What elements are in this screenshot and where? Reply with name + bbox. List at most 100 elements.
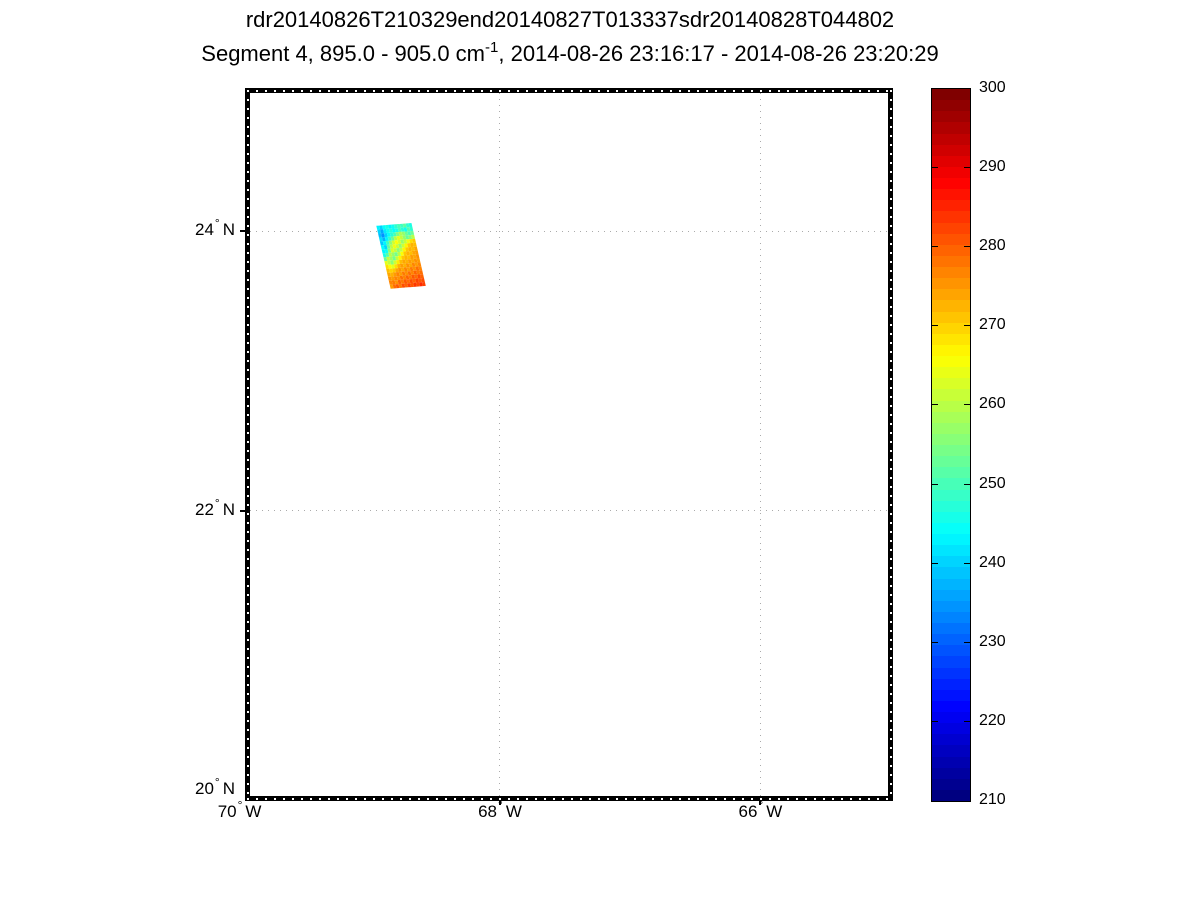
colorbar-band [932,422,970,434]
colorbar-band [932,322,970,334]
lon-tick-label-68w: 68° W [455,798,545,822]
colorbar-band [932,378,970,390]
plot-title-line1: rdr20140826T210329end20140827T013337sdr2… [245,7,895,32]
colorbar-tick-label-280: 280 [979,237,1006,255]
title-wavenumber-exponent: -1 [485,39,499,56]
map-frame-stipple-bottom [247,798,891,800]
hemisphere-letter: N [222,779,235,799]
colorbar-band [932,489,970,501]
colorbar-band [932,445,970,457]
colorbar-band [932,222,970,234]
colorbar-band [932,500,970,512]
map-frame-stipple-left [247,90,249,799]
hemisphere-letter: N [222,499,235,519]
longitude-frame-tick [759,801,762,805]
hemisphere-letter: W [505,802,522,821]
colorbar-tick-label-260: 260 [979,395,1006,413]
colorbar-band [932,467,970,479]
lat-tick-label-22n: 22° N [163,496,235,520]
colorbar-band [932,433,970,445]
colorbar-tick [964,562,970,564]
colorbar-tick [964,246,970,248]
colorbar-band [932,189,970,201]
colorbar-band [932,100,970,112]
colorbar-band [932,122,970,134]
colorbar-band [932,300,970,312]
longitude-gridline [499,93,501,796]
lat-tick-label-20n: 20° N [163,775,235,799]
colorbar-band [932,211,970,223]
map-frame [245,88,893,801]
lat-tick-label-24n: 24° N [163,216,235,240]
tick-number: 20 [194,779,214,799]
latitude-frame-tick [240,509,245,512]
colorbar-tick [964,404,970,406]
colorbar-band [932,166,970,178]
colorbar-band [932,344,970,356]
lon-tick-label-70w: 70° W [195,798,285,822]
colorbar-tick [964,167,970,169]
colorbar-tick-label-250: 250 [979,474,1006,492]
colorbar-band [932,367,970,379]
colorbar-band [932,634,970,646]
colorbar-band [932,623,970,635]
colorbar-tick-label-230: 230 [979,632,1006,650]
colorbar-tick [932,641,938,643]
colorbar-tick [964,641,970,643]
tick-number: 66 [738,802,758,821]
colorbar-band [932,389,970,401]
colorbar-tick [932,246,938,248]
colorbar-band [932,133,970,145]
longitude-gridline [759,93,761,796]
colorbar-band [932,478,970,490]
lon-tick-label-66w: 66° W [715,798,805,822]
colorbar-tick-label-240: 240 [979,553,1006,571]
plot-title-line2: Segment 4, 895.0 - 905.0 cm-1, 2014-08-2… [120,39,1020,67]
map-frame-stipple-top [247,90,891,92]
title-segment-times: , 2014-08-26 23:16:17 - 2014-08-26 23:20… [498,41,939,66]
colorbar-band [932,456,970,468]
colorbar-tick [932,404,938,406]
colorbar-tick [932,720,938,722]
colorbar-tick-label-270: 270 [979,316,1006,334]
colorbar-band [932,534,970,546]
colorbar-tick-label-210: 210 [979,791,1006,808]
degree-symbol: ° [214,495,220,510]
colorbar-band [932,689,970,701]
hemisphere-letter: W [245,802,262,821]
latitude-gridline [250,510,888,512]
colorbar-band [932,255,970,267]
colorbar-band [932,600,970,612]
colorbar-band [932,511,970,523]
colorbar-band [932,667,970,679]
colorbar-band [932,356,970,368]
colorbar-band [932,289,970,301]
degree-symbol: ° [498,798,503,812]
colorbar-band [932,522,970,534]
colorbar-band [932,411,970,423]
degree-symbol: ° [214,775,220,790]
swath-cell [421,281,426,287]
colorbar-tick [932,325,938,327]
colorbar-band [932,611,970,623]
colorbar-band [932,678,970,690]
colorbar-band [932,656,970,668]
colorbar-band [932,545,970,557]
colorbar-band [932,233,970,245]
colorbar-band [932,200,970,212]
tick-number: 24 [194,220,214,240]
colorbar-tick [964,720,970,722]
title-segment-range: Segment 4, 895.0 - 905.0 cm [201,41,486,66]
colorbar-band [932,756,970,768]
colorbar-band [932,278,970,290]
longitude-frame-tick [498,801,501,805]
colorbar-tick [932,562,938,564]
colorbar-band [932,645,970,657]
colorbar-band [932,556,970,568]
colorbar-band [932,111,970,123]
colorbar-band [932,244,970,256]
colorbar-tick-label-290: 290 [979,158,1006,176]
colorbar-band [932,723,970,735]
colorbar-tick-label-220: 220 [979,711,1006,729]
